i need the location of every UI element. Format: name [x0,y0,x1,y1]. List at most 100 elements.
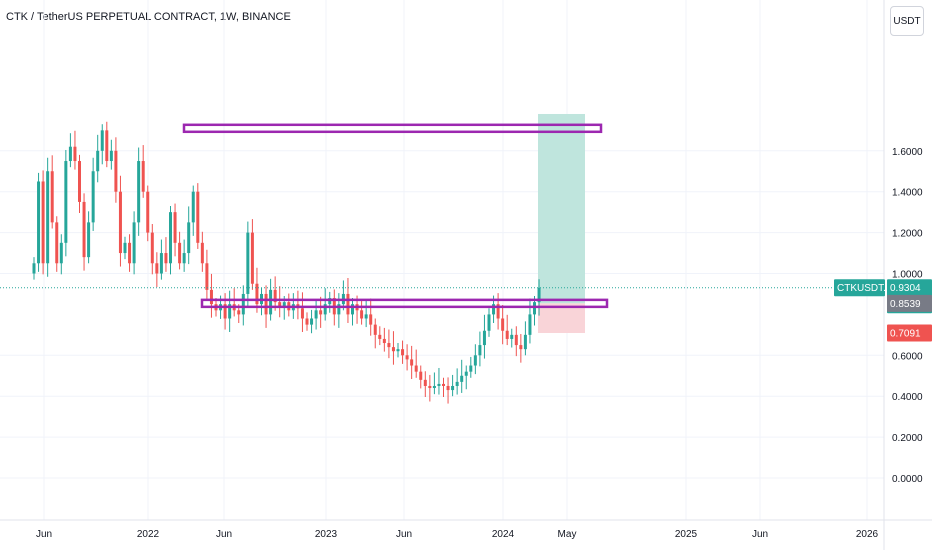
candle-body [100,130,104,151]
candle-body [264,293,268,315]
candle-body [464,371,468,376]
candle-body [364,314,368,319]
candle-body [273,289,277,303]
zone-rectangle[interactable] [182,123,603,134]
candle-body [346,293,350,315]
candle-body [223,304,227,319]
x-tick-label: Jun [216,529,232,540]
candle-body [451,385,455,391]
candle-body [432,385,436,389]
candle-body [87,222,91,258]
candle-body [128,242,132,264]
candle-body [423,379,427,386]
candle-body [146,191,150,233]
currency-button[interactable]: USDT [890,6,924,36]
candle-body [519,345,523,350]
candle-body [255,283,259,305]
candle-body [523,334,527,350]
candle-body [68,146,72,162]
candle-body [378,334,382,339]
stop-price-tag: 0.7091 [890,328,921,339]
candle-body [382,338,386,344]
candle-body [537,287,541,303]
candle-body [141,161,145,192]
candle-body [32,263,36,274]
candle-body [269,289,273,315]
x-tick-label: Jun [752,529,768,540]
y-tick-label: 0.0000 [892,474,923,485]
candle-body [396,349,400,352]
candle-body [191,191,195,223]
candle-body [492,304,496,315]
candle-body [82,201,86,258]
candle-body [428,385,432,389]
candle-body [96,150,100,172]
position-target-zone[interactable] [538,113,585,304]
candle-body [205,263,209,290]
candle-body [401,349,405,356]
candle-body [328,298,332,305]
entry-price-tag-bg [887,294,932,312]
candle-body [50,171,54,223]
candle-body [237,310,241,315]
entry-price-tag: 0.8539 [890,299,921,310]
candle-body [501,318,505,331]
candle-body [200,242,204,264]
candle-body [510,334,514,339]
x-tick-label: May [558,529,577,540]
candle-body [528,314,532,335]
candle-body [209,289,213,305]
symbol-tag: CTKUSDT.P [837,283,893,294]
candle-body [109,150,113,162]
x-tick-label: 2025 [675,529,698,540]
candle-body [182,253,186,264]
candle-body [351,304,354,315]
candle-body [533,302,536,315]
candle-body [305,318,309,325]
x-tick-label: 2024 [492,529,515,540]
candle-body [250,232,254,284]
candle-body [37,181,41,264]
candle-body [514,334,518,346]
x-tick-label: Jun [36,529,52,540]
x-tick-label: Jun [396,529,412,540]
candle-body [437,383,441,386]
candle-body [282,302,286,307]
x-tick-label: 2023 [315,529,338,540]
candle-body [169,212,172,264]
y-tick-label: 1.2000 [892,229,923,240]
y-tick-label: 0.2000 [892,433,923,444]
candle-body [114,150,118,192]
candle-body [123,242,127,254]
zone-rectangle[interactable] [200,298,609,309]
candle-body [196,191,200,243]
candle-body [187,222,191,254]
candle-body [337,304,341,315]
candle-body [319,310,323,315]
candle-body [505,330,509,339]
candle-body [442,383,445,386]
candle-body [360,310,364,319]
candle-body [150,232,154,264]
candle-body [155,263,159,274]
candle-body [469,365,473,372]
y-tick-label: 0.6000 [892,351,923,362]
candle-body [246,232,250,294]
candle-body [73,146,77,162]
candle-body [55,222,59,264]
y-tick-label: 0.4000 [892,392,923,403]
candle-body [373,324,377,335]
position-stop-zone[interactable] [538,303,585,333]
candle-body [132,222,136,264]
candle-body [314,310,318,319]
candle-body [323,304,327,315]
candle-body [59,242,63,264]
candle-body [478,345,482,356]
candle-body [387,343,391,348]
candle-body [41,181,45,264]
candle-body [405,355,409,360]
candle-body [159,253,163,274]
y-tick-label: 1.6000 [892,147,923,158]
candle-body [46,171,50,264]
